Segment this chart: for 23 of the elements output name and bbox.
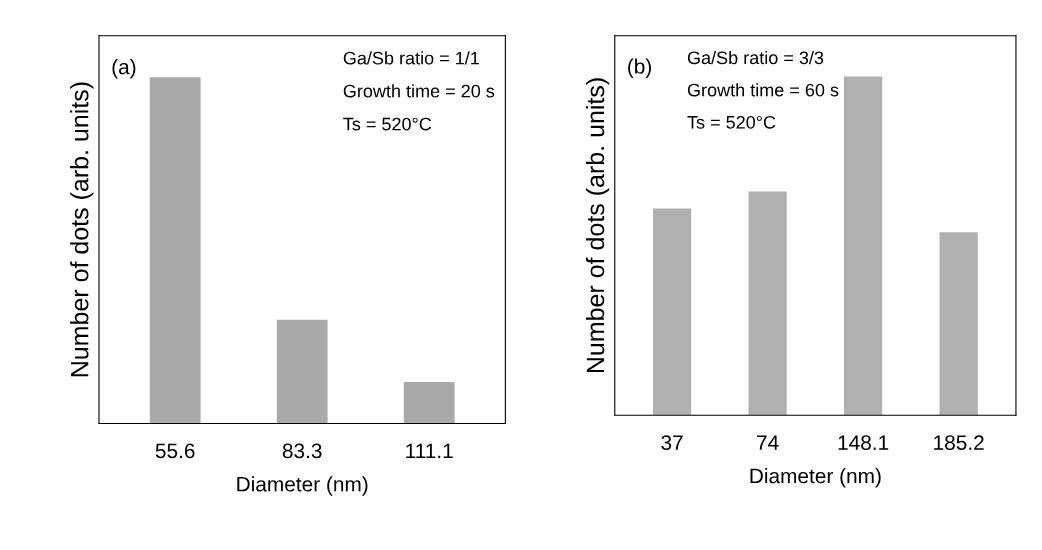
text: Ga/Sb ratio = 3/3 — [687, 50, 824, 65]
annotation: (b) — [628, 58, 651, 78]
x-tick-label: 148.1 — [838, 435, 889, 450]
x-tick-label: 111.1 — [406, 443, 453, 459]
annotation: Ts = 520°C — [343, 117, 432, 131]
x-tick-label: 74 — [757, 435, 779, 450]
x-tick-label: 37 — [661, 435, 683, 450]
bar — [748, 191, 787, 416]
x-axis-title: Diameter (nm) — [750, 468, 881, 488]
bar — [652, 208, 692, 416]
x-tick-label: 83.3 — [282, 443, 322, 459]
y-axis-title: Number of dots (arb. units) — [70, 82, 94, 377]
annotation: Growth time = 20 s — [343, 84, 495, 98]
annotation: (a) — [112, 59, 136, 79]
y-axis-title: Number of dots (arb. units) — [585, 78, 610, 373]
annotation: Growth time = 60 s — [687, 83, 839, 97]
bar — [844, 76, 883, 416]
bar — [939, 232, 978, 416]
x-tick-label: 185.2 — [934, 435, 984, 450]
annotation: Ts = 520°C — [687, 115, 776, 129]
x-axis-title: Diameter (nm) — [237, 476, 368, 496]
text: Ga/Sb ratio = 1/1 — [343, 51, 479, 65]
x-tick-label: 55.6 — [155, 443, 195, 459]
